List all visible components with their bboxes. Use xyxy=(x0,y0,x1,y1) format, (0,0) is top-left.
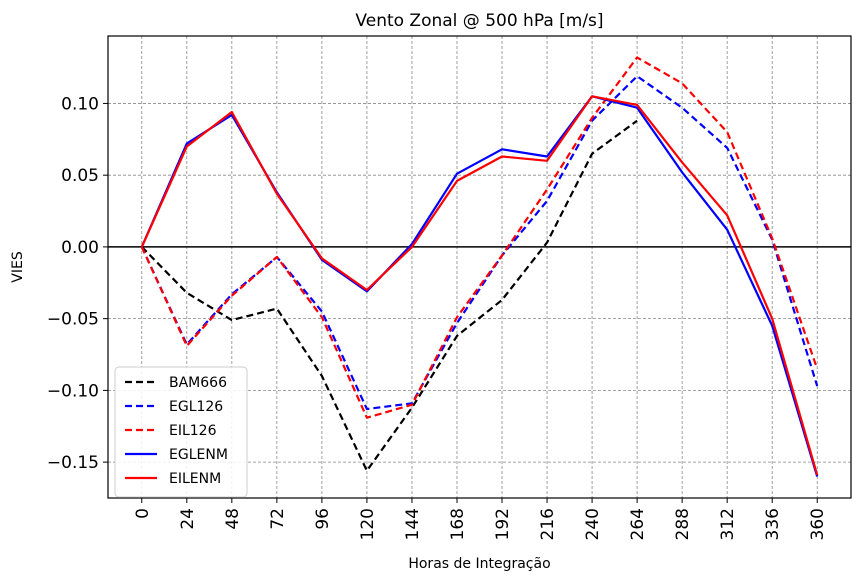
x-tick-label: 192 xyxy=(493,508,513,540)
series-line-eil126 xyxy=(140,56,819,419)
x-tick-label: 24 xyxy=(178,508,198,530)
legend-label: EILENM xyxy=(169,471,221,487)
x-tick-label: 264 xyxy=(628,508,648,540)
legend: BAM666 EGL126 EIL126 EGLENM EILENM xyxy=(114,366,248,498)
legend-box xyxy=(114,366,248,498)
chart-title: Vento Zonal @ 500 hPa [m/s] xyxy=(355,11,603,31)
x-tick-label: 144 xyxy=(403,508,423,540)
x-tick-label: 240 xyxy=(583,508,603,540)
y-axis-title: VIES xyxy=(10,251,26,283)
series-line-eilenm xyxy=(140,95,819,476)
grid xyxy=(108,36,851,498)
series-lines xyxy=(140,56,819,477)
y-tick-label: −0.05 xyxy=(47,310,99,330)
plot-frame xyxy=(107,35,852,499)
x-tick-label: 0 xyxy=(133,508,153,519)
legend-label: EIL126 xyxy=(169,423,217,439)
x-tick-label: 360 xyxy=(808,508,828,540)
x-tick-label: 216 xyxy=(538,508,558,540)
y-tick-label: −0.10 xyxy=(47,381,99,401)
y-axis: −0.15 −0.10 −0.05 0.00 0.05 0.10 xyxy=(47,94,108,473)
legend-label: EGL126 xyxy=(169,399,223,415)
series-line-egl126 xyxy=(140,75,819,411)
x-tick-label: 312 xyxy=(718,508,738,540)
legend-label: EGLENM xyxy=(169,447,228,463)
series-line-bam666 xyxy=(141,119,638,472)
x-axis: 0 24 48 72 96 120 144 168 192 216 240 264 288 312 336 3… xyxy=(133,498,828,540)
x-tick-label: 96 xyxy=(313,508,333,530)
x-tick-label: 168 xyxy=(448,508,468,540)
legend-label: BAM666 xyxy=(169,375,227,391)
x-axis-title: Horas de Integração xyxy=(408,556,550,572)
x-tick-label: 336 xyxy=(763,508,783,540)
y-tick-label: 0.10 xyxy=(61,94,99,114)
y-tick-label: −0.15 xyxy=(47,453,99,473)
y-tick-label: 0.00 xyxy=(61,238,99,258)
x-tick-label: 288 xyxy=(673,508,693,540)
x-tick-label: 120 xyxy=(358,508,378,540)
x-tick-label: 48 xyxy=(223,508,243,530)
y-tick-label: 0.05 xyxy=(61,166,99,186)
x-tick-label: 72 xyxy=(268,508,288,530)
